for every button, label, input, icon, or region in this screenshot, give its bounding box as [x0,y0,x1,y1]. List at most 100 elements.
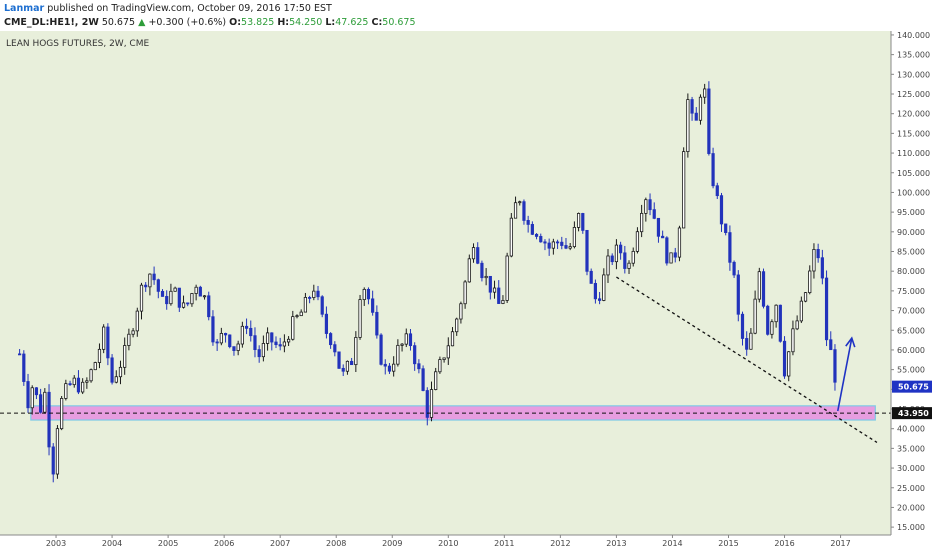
candle-body [232,346,236,351]
candle-body [417,363,421,370]
candle-body [740,313,745,339]
candle-body [694,112,698,121]
x-tick-label: 2013 [606,539,626,548]
y-tick-label: 75.000 [897,287,925,296]
publish-info: published on TradingView.com, October 09… [47,3,332,14]
candle-body [186,302,190,305]
candle-body [207,295,211,318]
candle-body [434,371,438,390]
candle-body [455,318,459,333]
candle-body [345,360,350,372]
candle-body [429,389,434,418]
candle-body [459,303,463,320]
candle-body [47,391,51,448]
y-tick-label: 90.000 [897,228,925,237]
candle-body [102,326,106,350]
candle-body [732,261,736,276]
candle-body [81,381,85,393]
candle-body [555,241,560,244]
candle-body [371,298,375,313]
low-label: L: [325,17,336,28]
x-tick-label: 2011 [494,539,514,548]
candle-body [329,333,333,346]
candle-body [501,300,505,304]
candle-body [652,209,656,219]
candle-body [299,311,303,317]
candle-body [572,227,576,248]
candle-body [181,302,186,308]
x-tick-label: 2010 [438,539,458,548]
candle-body [118,366,123,378]
candle-body [799,300,803,322]
candle-body [568,246,572,249]
y-tick-label: 140.000 [897,31,930,40]
candle-body [265,332,270,344]
candle-body [295,315,299,318]
candle-body [324,313,329,334]
candle-body [354,337,358,366]
symbol-label: CME_DL:HE1!, 2W [4,17,99,28]
candle-body [236,343,240,351]
candle-body [467,258,471,283]
candle-body [635,231,640,252]
candle-body [72,377,76,386]
candle-body [551,241,555,249]
candle-body [782,340,787,377]
candle-body [816,249,820,259]
y-tick-label: 100.000 [897,188,930,197]
candle-body [774,304,778,323]
candle-body [93,362,97,371]
candle-body [392,363,396,372]
candle-body [749,332,753,350]
candle-body [791,328,795,353]
candle-body [719,195,724,225]
candle-body [745,338,749,350]
open-label: O: [229,17,242,28]
candle-body [308,297,312,299]
candle-body [223,332,228,336]
candle-body [253,335,257,351]
y-tick-label: 120.000 [897,110,930,119]
x-tick-label: 2015 [718,539,738,548]
candle-body [341,367,345,372]
y-tick-label: 70.000 [897,307,925,316]
candle-body [522,201,526,221]
y-tick-label: 135.000 [897,51,930,60]
candle-body [198,286,202,297]
candle-body [682,151,686,229]
candle-body [68,383,72,386]
candle-body [39,394,43,413]
candle-body [375,311,379,336]
candle-body [446,345,450,359]
author-name[interactable]: Lanmar [4,3,45,14]
y-tick-label: 30.000 [897,464,925,473]
candle-body [530,224,534,235]
candle-body [211,316,215,343]
candle-body [795,320,799,330]
candle-body [106,326,110,359]
high-label: H: [277,17,290,28]
candle-body [303,297,308,313]
y-tick-label: 95.000 [897,208,925,217]
candle-body [488,275,492,293]
candle-body [408,333,413,347]
high-value: 54.250 [289,17,323,28]
candle-body [711,153,715,187]
candle-body [160,290,165,297]
x-tick-label: 2006 [214,539,234,548]
candle-body [173,287,177,292]
candle-body [396,344,400,365]
candle-body [593,282,598,300]
candle-body [471,247,476,260]
candle-body [728,232,732,263]
candle-body [18,353,22,356]
candle-body [766,305,770,335]
candle-body [291,316,295,340]
candle-body [518,201,522,204]
candle-body [589,270,593,284]
y-tick-label: 85.000 [897,248,925,257]
candle-body [677,227,682,258]
candle-body [76,377,81,393]
candle-body [820,257,824,279]
